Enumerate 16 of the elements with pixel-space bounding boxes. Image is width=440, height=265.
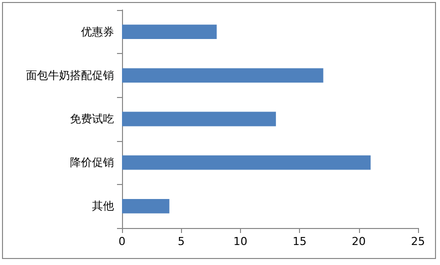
bar xyxy=(122,112,276,126)
x-tick-label: 0 xyxy=(118,235,126,248)
y-tick-label: 面包牛奶搭配促销 xyxy=(26,68,114,82)
y-tick-label: 降价促销 xyxy=(70,156,114,170)
y-tick-label: 优惠券 xyxy=(81,25,114,38)
bar xyxy=(122,24,217,39)
x-tick-label: 15 xyxy=(292,235,307,248)
bar xyxy=(122,68,324,83)
x-tick-label: 5 xyxy=(178,235,185,248)
bar xyxy=(122,199,170,214)
x-tick-label: 10 xyxy=(233,235,248,248)
x-tick-label: 25 xyxy=(411,235,425,248)
y-tick-label: 免费试吃 xyxy=(70,112,114,126)
y-tick-label: 其他 xyxy=(92,200,114,213)
x-tick-label: 20 xyxy=(352,235,366,248)
bar xyxy=(122,155,371,170)
